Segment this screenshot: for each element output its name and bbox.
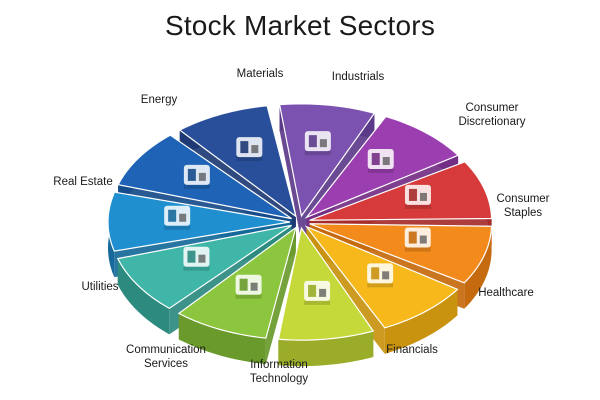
slice-wall [265, 227, 296, 365]
slice-top [278, 103, 376, 218]
slice-financials [277, 226, 375, 367]
label-real-estate: Real Estate [53, 176, 113, 188]
slice-side [117, 258, 170, 335]
label-consumer-discretionary: Consumer Discretionary [458, 102, 526, 128]
phone-video-icon [183, 246, 210, 271]
label-industrials: Industrials [331, 71, 385, 83]
slice-top [309, 161, 493, 221]
slice-side [178, 313, 266, 365]
factory-icon [367, 148, 394, 173]
slice-wall [279, 104, 302, 242]
money-shield-icon [304, 280, 331, 305]
health-heart-icon [367, 263, 394, 288]
groceries-icon [404, 227, 431, 252]
slice-top [178, 105, 297, 218]
slice-side [278, 331, 374, 367]
building-shop-icon [404, 184, 431, 209]
fuel-barrel-icon [236, 137, 263, 162]
rocks-gold-icon [304, 131, 331, 156]
label-communication-services: Communication Services [126, 344, 206, 370]
label-utilities: Utilities [81, 281, 119, 293]
label-materials: Materials [236, 68, 284, 80]
solar-bulb-icon [164, 205, 191, 230]
slice-top [309, 223, 493, 284]
slice-top [116, 224, 292, 310]
server-laptop-icon [235, 274, 262, 299]
label-healthcare: Healthcare [478, 287, 534, 299]
slice-side [464, 226, 492, 309]
label-energy: Energy [140, 94, 178, 106]
houses-icon [183, 164, 210, 189]
diagram-title: Stock Market Sectors [164, 10, 436, 41]
slice-industrials [304, 115, 460, 244]
label-consumer-staples: Consumer Staples [496, 193, 550, 219]
label-financials: Financials [386, 344, 438, 356]
slice-top [107, 191, 291, 252]
slice-information-technology [177, 226, 297, 365]
label-information-technology: Information Technology [249, 359, 309, 385]
